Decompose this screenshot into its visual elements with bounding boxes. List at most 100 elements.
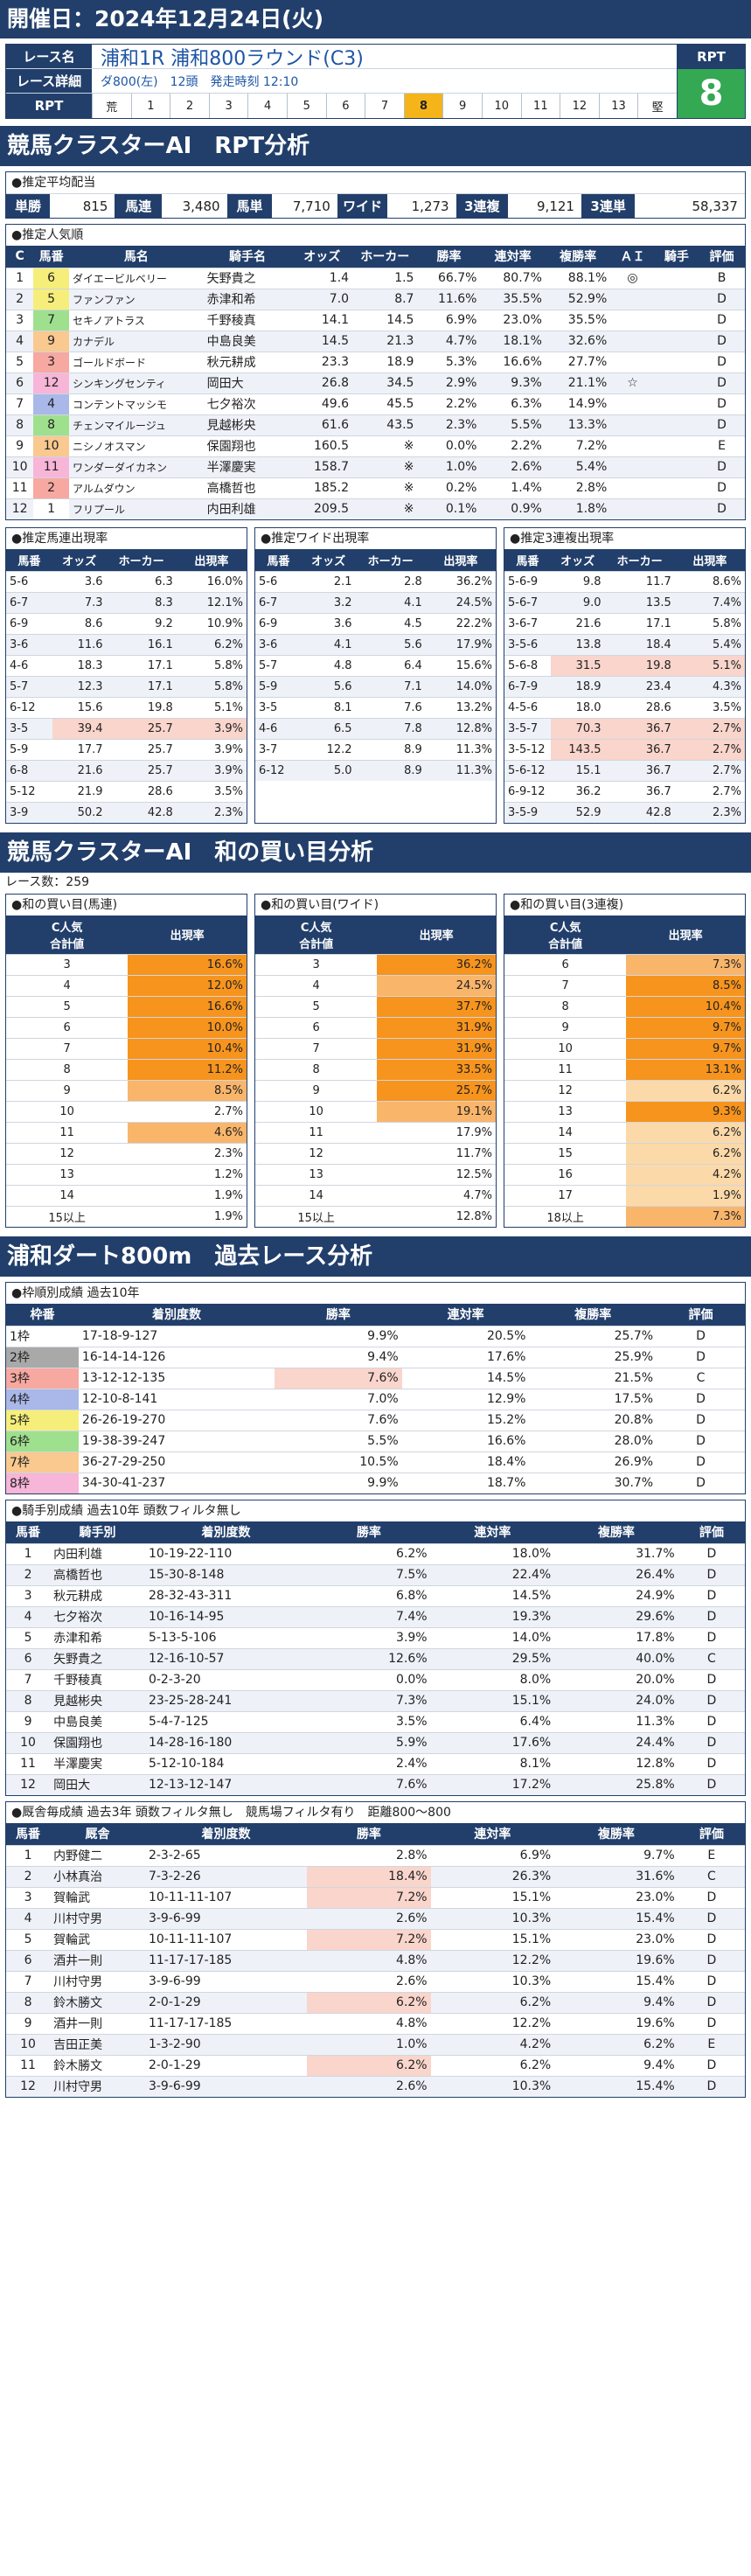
- rpt-scale-cell: 13: [598, 94, 638, 118]
- table-cell: [654, 372, 699, 393]
- table-cell: 13.8: [550, 633, 605, 655]
- table-cell: 6-9: [255, 612, 302, 634]
- table-cell: 7.2%: [545, 435, 611, 456]
- table-row: 8 11.2%: [6, 1058, 247, 1080]
- table-cell: 8.1: [301, 696, 356, 718]
- table-cell: 36.7: [604, 738, 675, 760]
- table-cell: 18.4%: [401, 1451, 530, 1472]
- table-cell: 14: [255, 1184, 378, 1206]
- table-cell: 36.2: [550, 780, 605, 802]
- table-cell: 18.3: [52, 654, 107, 676]
- table-cell: 16.0%: [176, 570, 247, 592]
- column-header: 出現率: [425, 549, 496, 571]
- table-cell: 8: [6, 1689, 51, 1711]
- table-cell: 11: [6, 1121, 129, 1143]
- table-cell: 19.3%: [430, 1605, 555, 1627]
- table-cell: 2.7%: [674, 738, 745, 760]
- column-header: 評価: [699, 246, 745, 268]
- table-row: 13 12.5%: [255, 1163, 496, 1185]
- table-cell: 3-5: [255, 696, 302, 718]
- table-cell: D: [678, 1563, 745, 1585]
- payout-label: 3連単: [581, 194, 636, 218]
- table-cell: C: [678, 1865, 745, 1887]
- rpt-scale-cell: 3: [208, 94, 248, 118]
- table-cell: 143.5: [550, 738, 605, 760]
- rpt-scale-cell: 荒: [92, 94, 131, 118]
- table-cell: 5.4%: [674, 633, 745, 655]
- table-cell: 7.3%: [626, 953, 745, 975]
- table-cell: 3: [6, 953, 129, 975]
- table-cell: 31.7%: [554, 1542, 678, 1564]
- table-cell: 9.9%: [275, 1325, 402, 1347]
- table-cell: 6: [6, 1949, 51, 1971]
- table-cell: 2.7%: [128, 1100, 247, 1122]
- table-cell: 3: [6, 1886, 51, 1908]
- column-header: 騎手別: [50, 1521, 145, 1543]
- table-cell: 6: [255, 1016, 378, 1038]
- table-cell: D: [699, 351, 745, 372]
- table-row: 4-6 6.5 7.8 12.8%: [255, 717, 496, 739]
- table-cell: 14.1: [291, 309, 353, 331]
- table-row: 9 酒井一則 11-17-17-185 4.8% 12.2% 19.6% D: [6, 2012, 745, 2034]
- table-cell: 2.7%: [674, 717, 745, 739]
- table-cell: 2.7%: [674, 759, 745, 781]
- table-row: 3-5-9 52.9 42.8 2.3%: [504, 801, 745, 823]
- table-cell: 2.6%: [307, 2075, 431, 2097]
- table-cell: 半澤慶実: [203, 456, 292, 477]
- table-cell: 2-0-1-29: [144, 1991, 308, 2013]
- table-cell: 川村守男: [50, 2075, 145, 2097]
- table-row: 13 1.2%: [6, 1163, 247, 1185]
- table-cell: 21.6: [52, 759, 107, 781]
- section-title-wa: 競馬クラスターAI 和の買い目分析: [0, 832, 751, 873]
- table-cell: 14.5: [291, 330, 353, 352]
- table-cell: D: [699, 414, 745, 435]
- table-cell: 8: [255, 1058, 378, 1080]
- table-cell: 15以上: [6, 1205, 129, 1227]
- table-cell: D: [699, 456, 745, 477]
- table-cell: 61.6: [291, 414, 353, 435]
- column-header: 複勝率: [554, 1521, 678, 1543]
- table-cell: D: [699, 393, 745, 414]
- table-cell: 6: [504, 953, 627, 975]
- table-row: 3 7 セキノアトラス 千野稜真 14.1 14.5 6.9% 23.0% 35.5% D: [6, 309, 745, 331]
- table-cell: D: [678, 1752, 745, 1774]
- table-cell: 4.3%: [674, 675, 745, 697]
- table-cell: 2.1: [301, 570, 356, 592]
- table-row: 3-9 50.2 42.8 2.3%: [6, 801, 247, 823]
- jockey-title: ●騎手別成績 過去10年 頭数フィルタ無し: [11, 1504, 241, 1518]
- table-cell: D: [678, 1949, 745, 1971]
- table-cell: E: [678, 1844, 745, 1866]
- rpt-scale-cell: 2: [170, 94, 209, 118]
- table-cell: 37.7%: [377, 995, 496, 1017]
- table-cell: D: [678, 2075, 745, 2097]
- table-cell: 4: [6, 330, 34, 352]
- table-cell: 12: [33, 372, 69, 393]
- table-cell: 25.7: [106, 717, 177, 739]
- table-cell: 7: [6, 1970, 51, 1992]
- page-title: 開催日：2024年12月24日(火): [0, 0, 751, 38]
- race-count: レース数：259: [5, 875, 90, 889]
- table-cell: 5.8%: [176, 654, 247, 676]
- table-cell: 賀輪武: [50, 1886, 145, 1908]
- table-cell: ※: [352, 498, 418, 519]
- table-cell: [610, 288, 655, 310]
- column-header: 騎手: [654, 246, 699, 268]
- table-cell: 7.1: [355, 675, 426, 697]
- column-header: 騎手名: [203, 246, 292, 268]
- table-cell: 3.9%: [176, 759, 247, 781]
- table-cell: アルムダウン: [69, 477, 204, 498]
- table-cell: 6.3%: [480, 393, 546, 414]
- table-row: 3 秋元耕成 28-32-43-311 6.8% 14.5% 24.9% D: [6, 1584, 745, 1606]
- table-row: 11 17.9%: [255, 1121, 496, 1143]
- table-row: 6枠 19-38-39-247 5.5% 16.6% 28.0% D: [6, 1430, 745, 1452]
- table-row: 5 3 ゴールドボード 秋元耕成 23.3 18.9 5.3% 16.6% 27.7% D: [6, 351, 745, 372]
- table-cell: 4.6%: [128, 1121, 247, 1143]
- table-row: 10 2.7%: [6, 1100, 247, 1122]
- table-cell: 9.4%: [554, 1991, 678, 2013]
- table-cell: 4.2%: [430, 2033, 555, 2055]
- rpt-value: 8: [678, 69, 745, 118]
- table-row: 10 11 ワンダーダイカネン 半澤慶実 158.7 ※ 1.0% 2.6% 5.4% D: [6, 456, 745, 477]
- table-cell: ファンファン: [69, 288, 204, 310]
- table-cell: 小林真治: [50, 1865, 145, 1887]
- table-cell: 1.9%: [128, 1205, 247, 1227]
